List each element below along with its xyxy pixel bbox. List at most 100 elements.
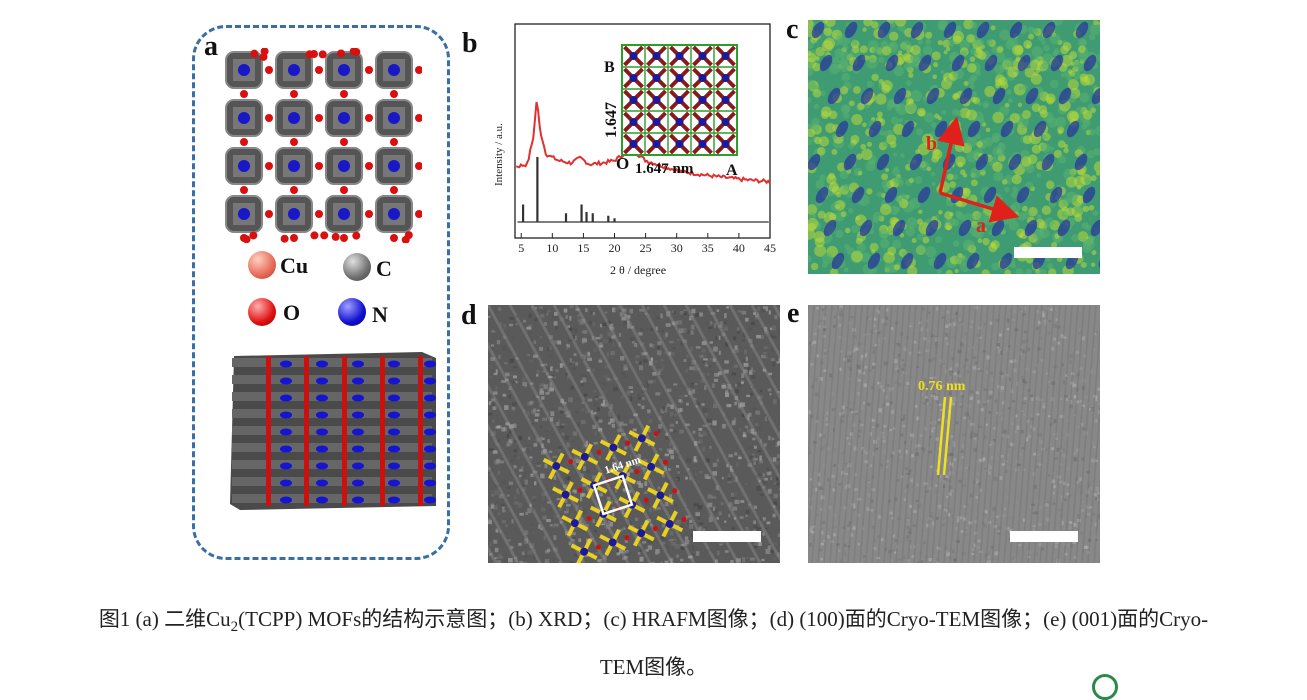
xrd-xtick-label: 20 <box>609 241 621 255</box>
c-legend-label: C <box>376 256 392 282</box>
o-atom <box>249 231 257 239</box>
afm-b-arrow <box>940 130 954 193</box>
tem-d-overlay: 1.64 nm <box>488 305 780 563</box>
tem-e-overlay: 0.76 nm <box>808 305 1100 563</box>
n-atom <box>280 480 292 487</box>
n-atom <box>388 446 400 453</box>
panel-e-label: e <box>787 300 799 328</box>
n-atom <box>280 412 292 419</box>
n-atom <box>388 412 400 419</box>
mof-unit <box>326 148 373 194</box>
xrd-inset-side-label: 1.647 <box>603 102 620 138</box>
o-column <box>418 356 423 506</box>
o-column <box>342 356 347 506</box>
xrd-ylabel: Intensity / a.u. <box>493 123 505 186</box>
n-atom <box>316 361 328 368</box>
n-atom <box>352 446 364 453</box>
mof-unit <box>376 52 422 98</box>
layer <box>232 426 432 435</box>
n-atom <box>280 497 292 504</box>
o-column <box>266 356 271 506</box>
n-atom <box>352 463 364 470</box>
xrd-xtick-label: 30 <box>671 241 683 255</box>
cu-legend-label: Cu <box>280 253 308 279</box>
xrd-xtick-label: 25 <box>640 241 652 255</box>
n-atom <box>388 480 400 487</box>
tem-e-spacing-label: 0.76 nm <box>918 379 966 394</box>
mof-unit <box>326 100 373 146</box>
layer <box>232 392 432 401</box>
mof-unit <box>376 196 422 242</box>
layer <box>232 443 432 452</box>
xrd-inset-lattice <box>622 45 737 155</box>
cryo-tem-001-image: 0.76 nm <box>808 305 1100 563</box>
watermark-logo <box>1092 674 1118 700</box>
hrafm-image: a b <box>808 20 1100 274</box>
n-atom <box>280 463 292 470</box>
o-atom <box>319 50 327 58</box>
o-atom <box>250 50 258 58</box>
o-atom <box>332 233 340 241</box>
o-atom <box>352 48 360 56</box>
n-atom <box>316 378 328 385</box>
n-atom <box>280 395 292 402</box>
o-atom <box>320 231 328 239</box>
n-atom <box>316 497 328 504</box>
caption-rest: (TCPP) MOFs的结构示意图；(b) XRD；(c) HRAFM图像；(d… <box>238 607 1208 631</box>
panel-a-label: a <box>204 33 218 61</box>
layer <box>232 460 432 469</box>
cryo-tem-100-image: 1.64 nm <box>488 305 780 563</box>
n-atom <box>280 361 292 368</box>
n-atom <box>352 412 364 419</box>
o-atom <box>405 231 413 239</box>
layer <box>232 494 432 503</box>
panel-d-label: d <box>461 302 477 330</box>
xrd-xtick-label: 15 <box>577 241 589 255</box>
mof-unit <box>376 148 422 194</box>
n-atom <box>352 361 364 368</box>
tem-d-lattice-overlay <box>544 423 690 563</box>
n-atom <box>388 378 400 385</box>
n-atom <box>352 497 364 504</box>
afm-a-arrow <box>940 193 1006 213</box>
n-atom <box>316 429 328 436</box>
o-legend-label: O <box>283 300 300 326</box>
n-atom <box>316 480 328 487</box>
caption-prefix: 图1 (a) 二维Cu <box>99 607 231 631</box>
mof-unit <box>276 52 323 98</box>
layer <box>232 358 432 367</box>
n-atom <box>352 480 364 487</box>
tem-e-scale-bar <box>1010 531 1078 542</box>
n-atom <box>280 429 292 436</box>
mof-unit <box>326 52 373 98</box>
o-atom <box>352 232 360 240</box>
afm-a-label: a <box>976 215 986 237</box>
o-atom <box>310 231 318 239</box>
mof-unit <box>276 148 323 194</box>
n-atom <box>388 395 400 402</box>
figure-caption-line-1: 图1 (a) 二维Cu2(TCPP) MOFs的结构示意图；(b) XRD；(c… <box>0 598 1307 648</box>
layer <box>232 477 432 486</box>
panel-b-label: b <box>462 30 478 58</box>
xrd-inset-a-label: A <box>726 162 738 179</box>
afm-axes: a b <box>808 20 1100 274</box>
cu-atom-swatch <box>248 251 276 279</box>
mof-unit <box>276 100 323 146</box>
n-atom <box>352 378 364 385</box>
layer <box>232 375 432 384</box>
n-atom <box>280 446 292 453</box>
xrd-xtick-label: 35 <box>702 241 714 255</box>
o-atom <box>306 50 314 58</box>
xrd-xtick-label: 5 <box>518 241 524 255</box>
xrd-xtick-label: 10 <box>546 241 558 255</box>
n-atom <box>388 497 400 504</box>
mof-unit <box>226 148 273 194</box>
n-atom <box>316 463 328 470</box>
layer <box>232 409 432 418</box>
n-atom <box>388 463 400 470</box>
afm-b-label: b <box>926 133 937 155</box>
o-column <box>304 356 309 506</box>
n-atom <box>388 429 400 436</box>
xrd-xlabel: 2 θ / degree <box>610 263 666 277</box>
xrd-xtick-label: 40 <box>733 241 745 255</box>
